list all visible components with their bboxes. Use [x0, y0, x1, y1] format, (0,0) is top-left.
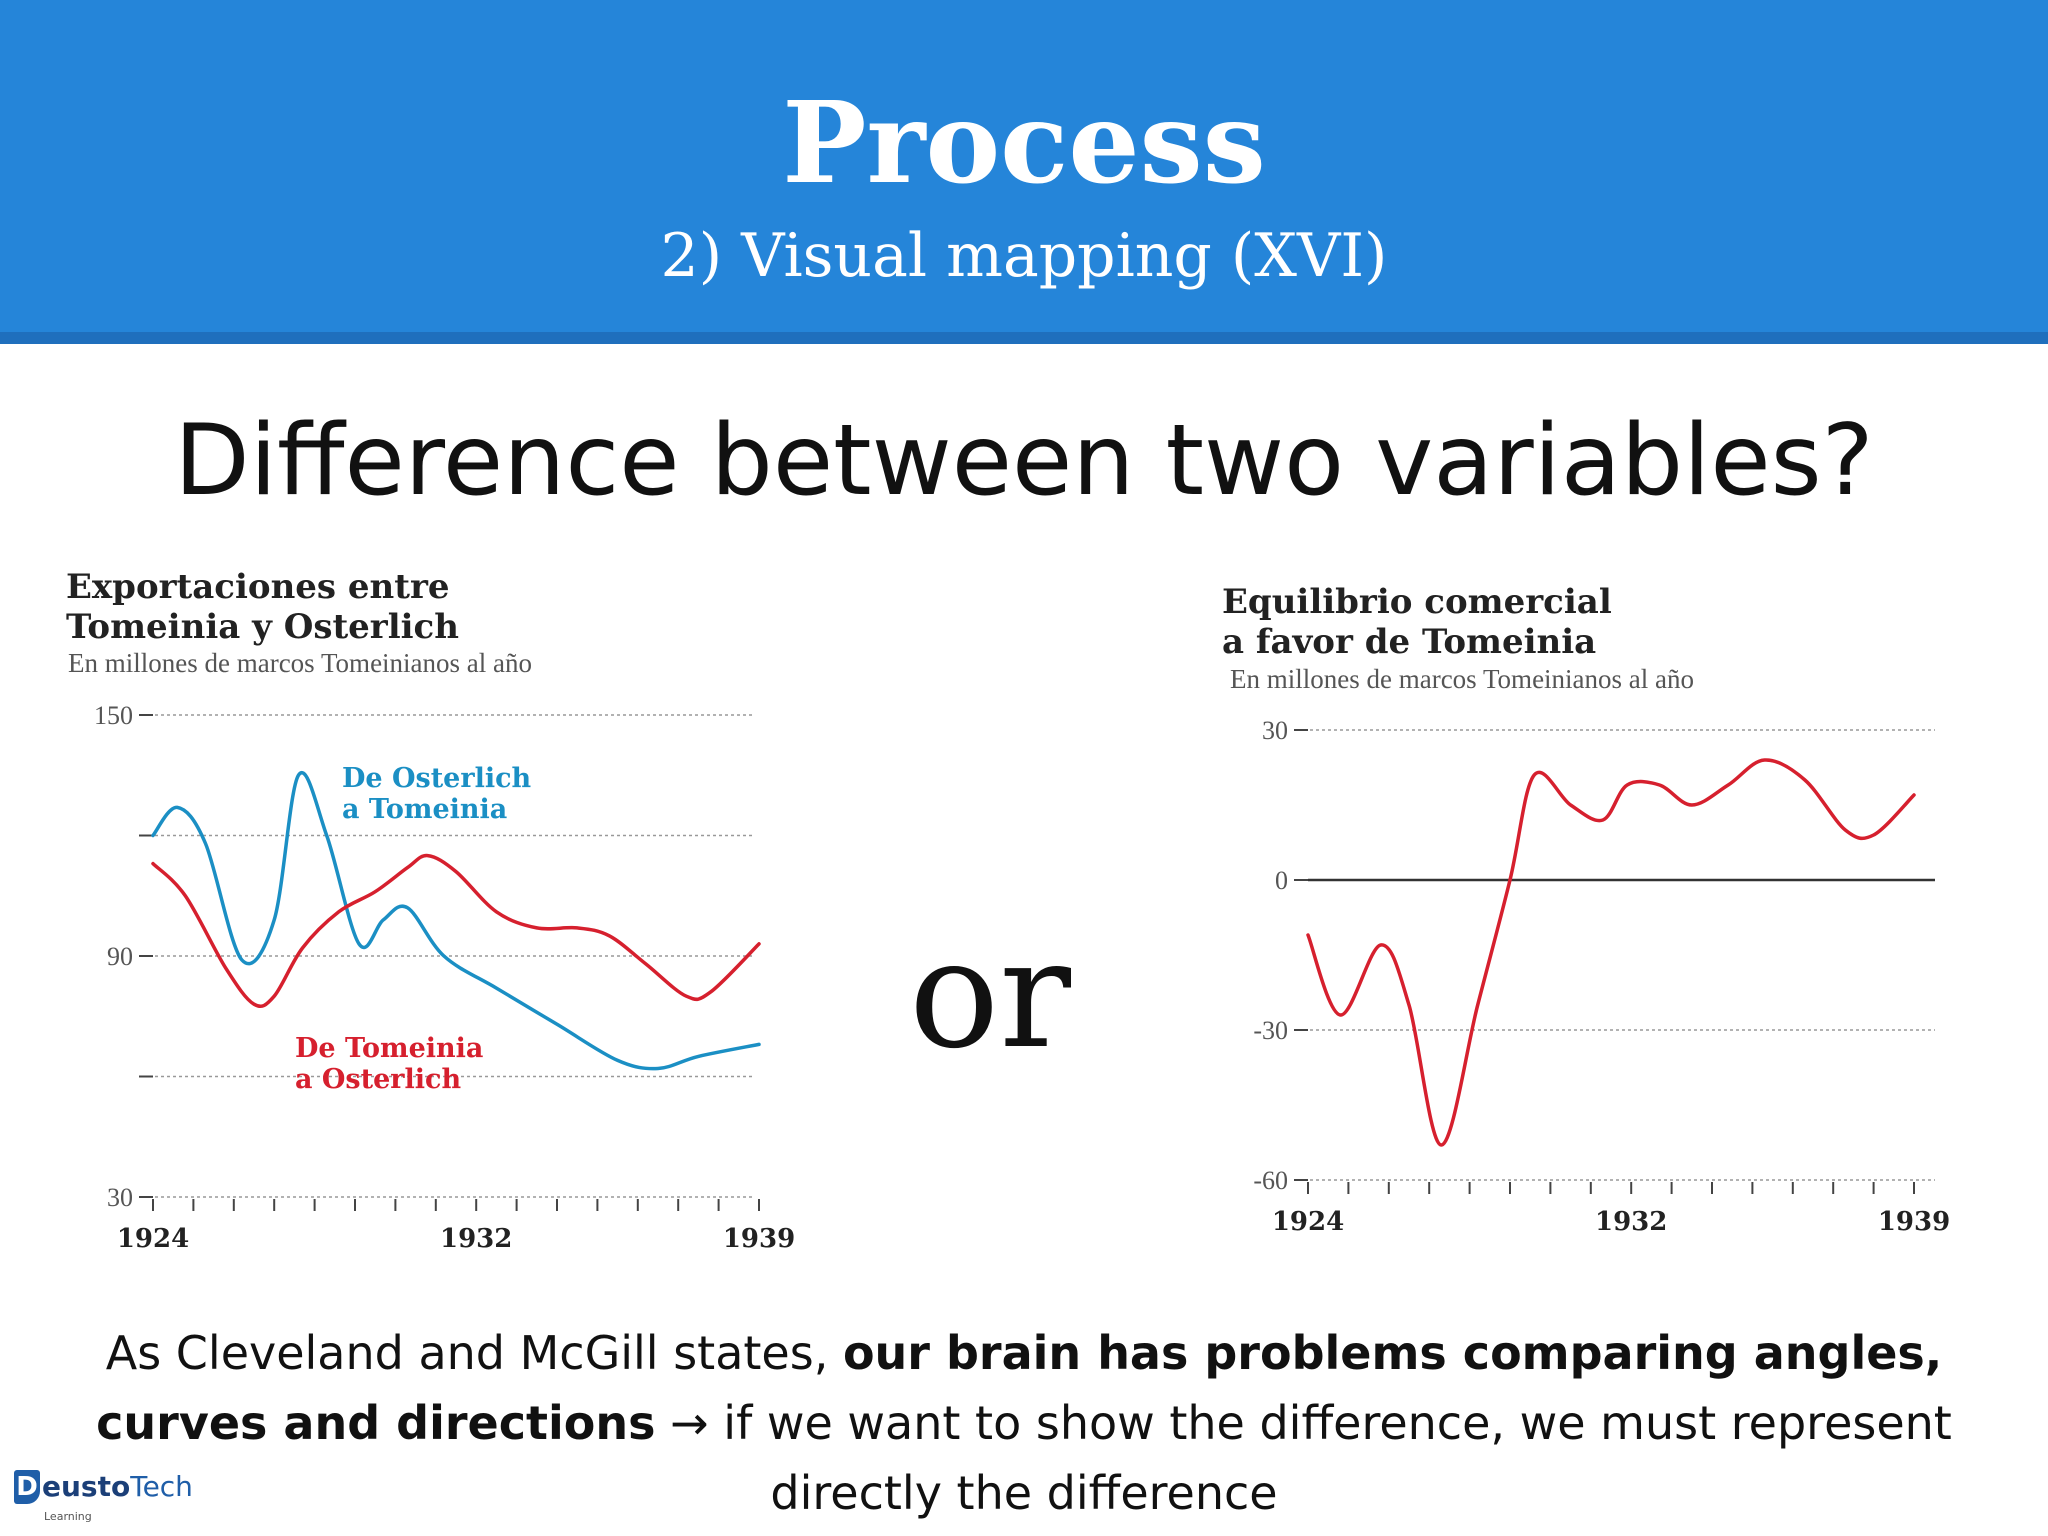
series-line — [151, 771, 761, 1071]
chart-title-line1: Equilibrio comercial — [1222, 582, 1612, 622]
caption-bold1: our brain has problems comparing angles, — [842, 1326, 1943, 1380]
logo-text-rest: Tech — [130, 1470, 193, 1503]
y-tick-label: 150 — [94, 701, 133, 730]
series-lines — [1306, 758, 1916, 1147]
series-line — [1306, 758, 1916, 1147]
logo-mark: D — [14, 1470, 40, 1504]
chart-title-line2: a favor de Tomeinia — [1222, 622, 1596, 662]
y-tick-label: 0 — [1275, 866, 1288, 895]
x-tick-label: 1924 — [117, 1224, 189, 1254]
caption-part2: → if we want to show the difference, we … — [655, 1396, 1952, 1520]
series-label-tomeinia-line2: a Osterlich — [295, 1064, 461, 1095]
deustotech-logo: D eustoTech Learning — [14, 1470, 204, 1530]
caption-part1: As Cleveland and McGill states, — [105, 1326, 843, 1380]
series-label-tomeinia-line1: De Tomeinia — [295, 1033, 483, 1064]
y-tick-label: 90 — [107, 942, 133, 971]
or-connector: or — [908, 908, 1071, 1082]
grid: 30 0 -30 -60 1924 1932 1939 — [1253, 716, 1950, 1237]
slide-subtitle: 2) Visual mapping (XVI) — [660, 221, 1388, 291]
chart-title-line1: Exportaciones entre — [66, 567, 450, 607]
banner-stripe — [0, 332, 2048, 344]
question-heading: Difference between two variables? — [174, 404, 1874, 518]
x-tick-label: 1939 — [1878, 1207, 1950, 1237]
trade-balance-chart: Equilibrio comercial a favor de Tomeinia… — [1222, 582, 1950, 1237]
x-tick-label: 1924 — [1272, 1207, 1344, 1237]
caption-bold2: curves and directions — [96, 1396, 656, 1450]
exports-chart: Exportaciones entre Tomeinia y Osterlich… — [66, 567, 795, 1254]
x-tick-label: 1932 — [440, 1224, 512, 1254]
slide-title: Process — [782, 78, 1266, 209]
y-tick-label: -30 — [1253, 1016, 1288, 1045]
caption-text: As Cleveland and McGill states, our brai… — [40, 1318, 2008, 1528]
grid: 150 90 30 1924 1932 1939 — [94, 701, 795, 1254]
chart-title-line2: Tomeinia y Osterlich — [66, 607, 459, 647]
chart-subtitle: En millones de marcos Tomeinianos al año — [68, 648, 532, 678]
series-label-osterlich-line2: a Tomeinia — [342, 794, 507, 825]
series-label-osterlich-line1: De Osterlich — [342, 763, 532, 794]
y-tick-label: 30 — [1262, 716, 1288, 745]
series-lines — [151, 771, 761, 1071]
x-tick-label: 1939 — [723, 1224, 795, 1254]
chart-subtitle: En millones de marcos Tomeinianos al año — [1230, 664, 1694, 694]
y-tick-label: 30 — [107, 1183, 133, 1212]
logo-text-bold: eusto — [42, 1470, 131, 1503]
x-tick-label: 1932 — [1595, 1207, 1667, 1237]
logo-text: eustoTech — [42, 1470, 193, 1504]
y-tick-label: -60 — [1253, 1166, 1288, 1195]
title-banner — [0, 0, 2048, 344]
logo-subtext: Learning — [44, 1510, 92, 1523]
series-line — [151, 853, 761, 1008]
